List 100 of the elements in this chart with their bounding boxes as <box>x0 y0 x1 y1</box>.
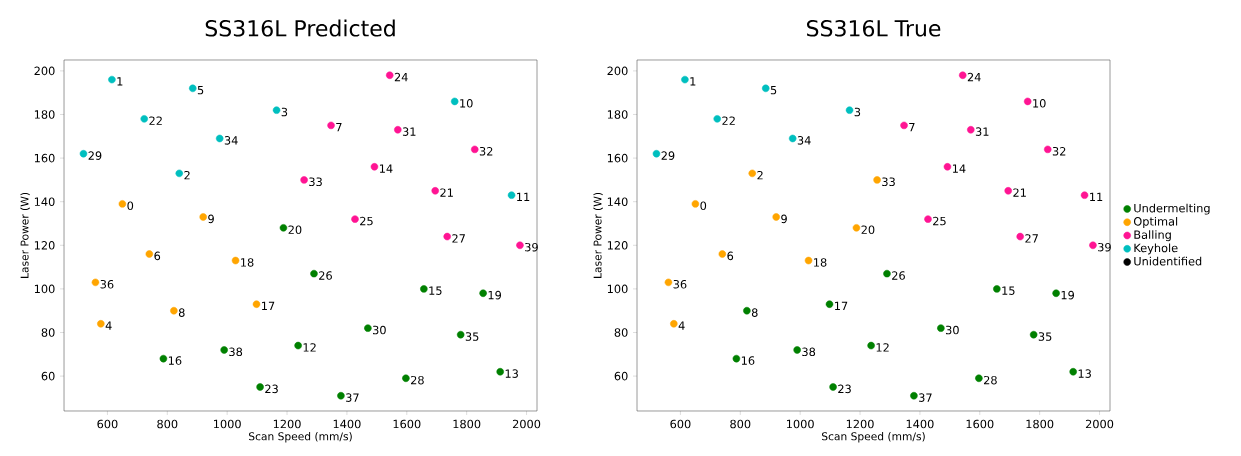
annotation: 15 <box>429 286 442 295</box>
y-tick-label: 120 <box>34 241 55 250</box>
point <box>681 75 689 84</box>
point <box>91 278 100 287</box>
point <box>294 341 302 350</box>
annotation: 12 <box>303 343 316 352</box>
point <box>140 115 148 123</box>
annotation: 34 <box>797 136 811 145</box>
annotation: 15 <box>1002 286 1015 295</box>
annotation: 12 <box>876 343 889 352</box>
point <box>825 300 834 308</box>
legend-label: Optimal <box>1133 216 1178 228</box>
y-tick-label: 180 <box>607 110 628 119</box>
point <box>788 134 797 143</box>
point <box>351 215 359 223</box>
chart-title: SS316L Predicted <box>205 19 395 37</box>
legend-label: Unidentified <box>1134 256 1202 266</box>
annotation: 8 <box>751 308 758 317</box>
annotation: 11 <box>1090 192 1103 202</box>
annotation: 39 <box>1098 242 1111 252</box>
x-tick-label: 1800 <box>1026 419 1054 429</box>
annotation: 19 <box>488 290 502 300</box>
annotation: 4 <box>105 321 112 330</box>
annotation: 6 <box>154 251 161 261</box>
y-tick-label: 200 <box>607 66 628 76</box>
annotation: 7 <box>336 123 342 132</box>
y-tick-label: 200 <box>34 66 55 76</box>
y-tick-label: 60 <box>614 371 628 381</box>
annotation: 1 <box>690 77 696 86</box>
annotation: 20 <box>288 225 302 235</box>
annotation: 7 <box>909 123 915 132</box>
y-axis-title: Laser Power (W) <box>20 192 30 278</box>
point <box>1023 97 1032 106</box>
annotation: 38 <box>802 347 816 357</box>
point <box>1089 241 1097 250</box>
point <box>108 75 116 84</box>
point <box>845 106 854 114</box>
y-tick-label: 140 <box>34 197 55 206</box>
annotation: 5 <box>197 85 204 95</box>
point <box>804 256 813 265</box>
x-tick-label: 1000 <box>214 419 241 429</box>
point <box>993 285 1001 293</box>
point <box>507 191 516 199</box>
point <box>718 250 727 258</box>
annotation: 37 <box>919 393 932 402</box>
annotation: 14 <box>379 164 393 173</box>
annotation: 29 <box>88 151 102 160</box>
y-axis-title: Laser Power (W) <box>593 192 603 278</box>
point <box>256 383 264 391</box>
annotation: 25 <box>360 216 373 226</box>
annotation: 26 <box>892 271 905 280</box>
annotation: 31 <box>402 127 416 136</box>
annotation: 2 <box>757 170 763 180</box>
point <box>937 324 945 332</box>
y-tick-label: 120 <box>607 241 628 250</box>
point <box>220 346 228 354</box>
x-axis-title: Scan Speed (mm/s) <box>822 432 925 443</box>
point <box>337 391 345 400</box>
annotation: 27 <box>452 234 465 243</box>
point <box>967 126 975 134</box>
y-tick-label: 180 <box>34 110 55 119</box>
point <box>743 306 751 315</box>
annotation: 4 <box>678 321 685 330</box>
point <box>943 163 952 171</box>
y-tick-label: 80 <box>614 328 628 337</box>
point <box>1080 191 1089 199</box>
x-tick-label: 800 <box>157 419 178 429</box>
point <box>910 391 918 400</box>
point <box>252 300 261 308</box>
point <box>1029 330 1038 339</box>
point <box>664 278 673 287</box>
x-tick-label: 1200 <box>273 419 301 429</box>
point <box>793 346 801 354</box>
point <box>456 330 465 339</box>
point <box>975 374 983 383</box>
annotation: 0 <box>700 201 707 211</box>
annotation: 25 <box>933 216 946 226</box>
annotation: 22 <box>149 116 162 125</box>
point <box>272 106 281 114</box>
legend-label: Balling <box>1134 230 1171 242</box>
annotation: 1 <box>117 77 123 86</box>
annotation: 18 <box>241 258 254 267</box>
point <box>479 289 487 297</box>
y-tick-label: 80 <box>41 328 55 337</box>
annotation: 2 <box>184 170 190 180</box>
point <box>159 354 168 363</box>
annotation: 8 <box>178 308 185 317</box>
x-tick-label: 600 <box>670 419 691 429</box>
point <box>79 150 88 158</box>
x-tick-label: 1600 <box>966 419 994 429</box>
annotation: 13 <box>1078 369 1091 378</box>
annotation: 32 <box>479 146 493 156</box>
point <box>327 121 335 130</box>
x-tick-label: 800 <box>730 419 751 429</box>
point <box>829 383 837 391</box>
legend-label: Keyhole <box>1134 243 1178 255</box>
x-tick-label: 1800 <box>453 419 481 429</box>
point <box>732 354 741 363</box>
annotation: 37 <box>346 393 359 402</box>
annotation: 28 <box>983 375 997 385</box>
